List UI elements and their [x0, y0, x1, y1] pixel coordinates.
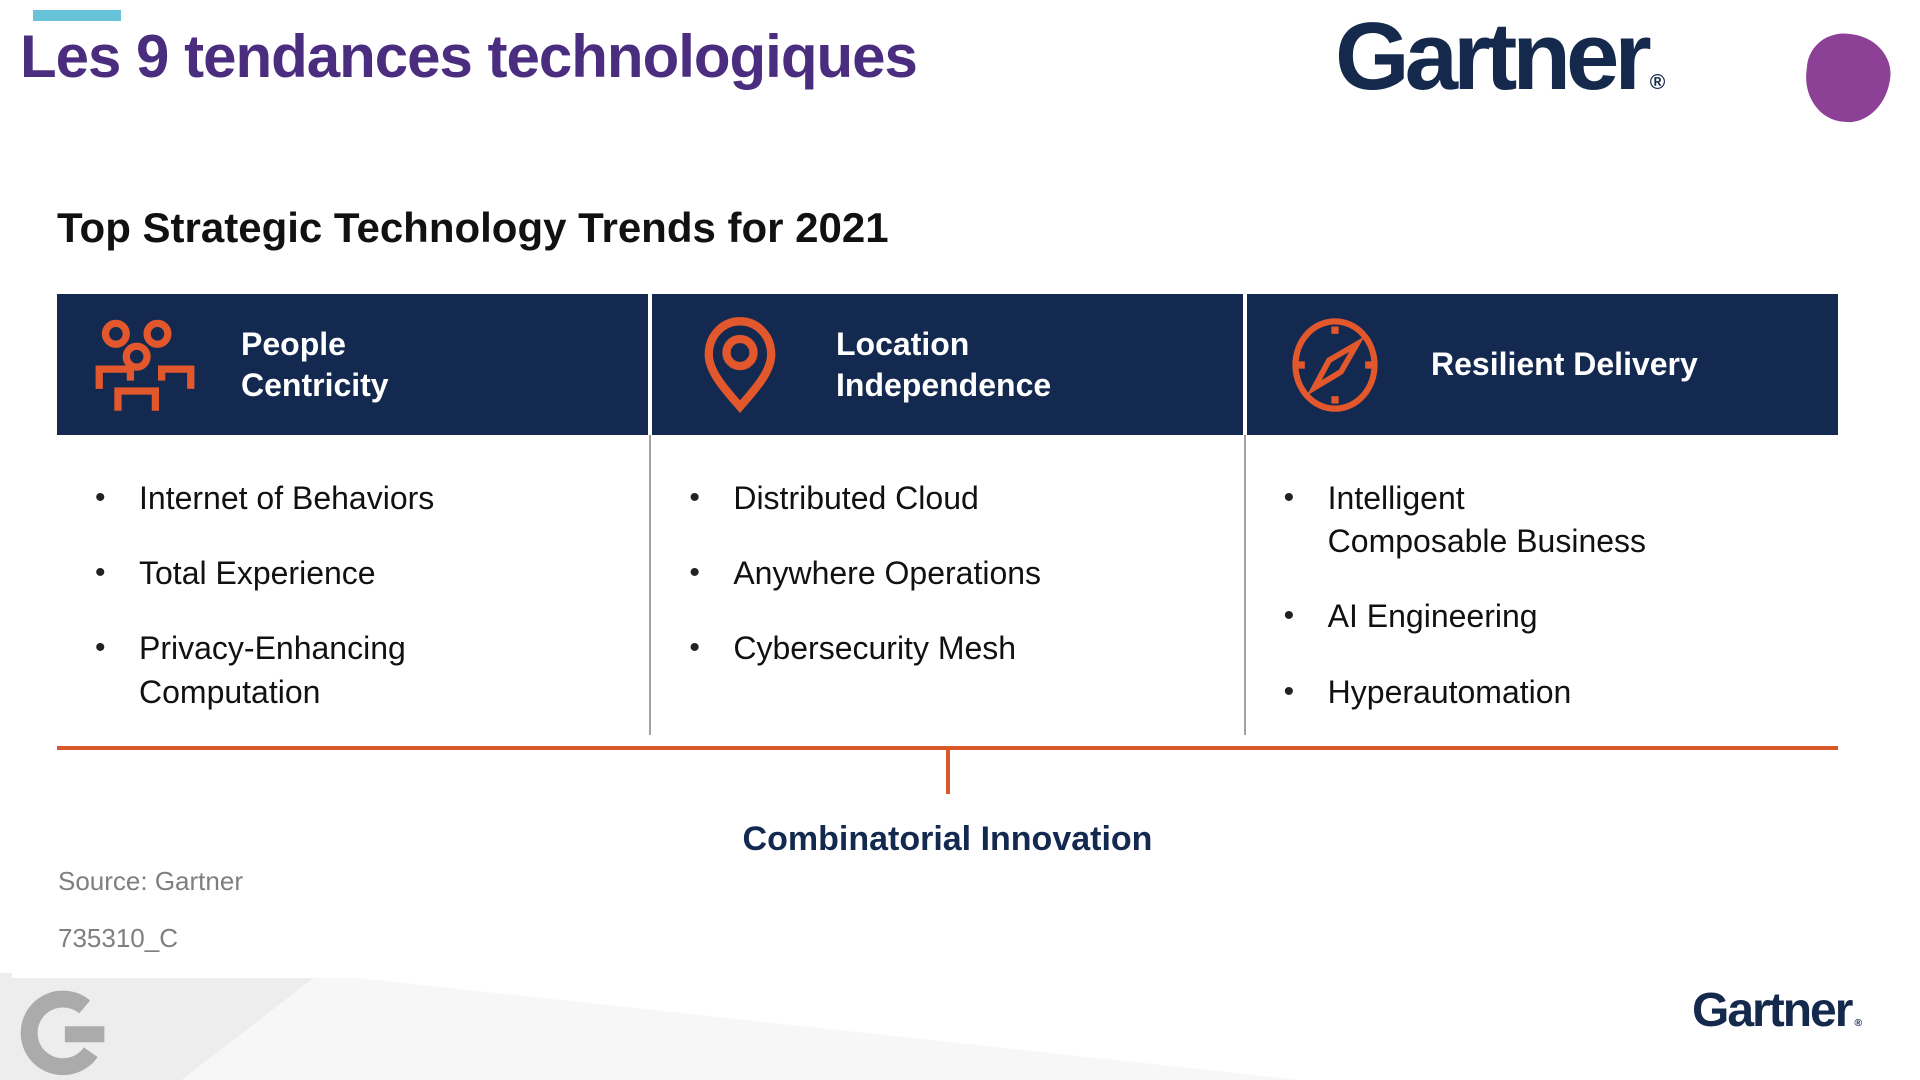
orange-rule: [57, 746, 1838, 750]
trend-item-text: Cybersecurity Mesh: [733, 630, 1017, 667]
column-header-label: Location Independence: [836, 325, 1052, 403]
bullet-marker: •: [689, 481, 700, 514]
gartner-logo-top: Gartner ®: [1335, 2, 1665, 112]
bullet-marker: •: [689, 631, 700, 665]
slide-title: Les 9 tendances technologiques: [20, 23, 918, 90]
teal-accent-bar: [33, 10, 121, 21]
trend-item-text: Anywhere Operations: [733, 555, 1042, 592]
trend-item: • Privacy-Enhancing Computation: [91, 627, 649, 713]
trend-item-text: Internet of Behaviors: [139, 480, 435, 516]
gartner-wordmark: Gartner: [1692, 984, 1853, 1037]
trend-item-text: AI Engineering: [1327, 598, 1538, 635]
trend-item-text: Intelligent Composable Business: [1327, 480, 1647, 560]
source-note: Source: Gartner: [58, 866, 243, 896]
trend-item: • Intelligent Composable Business: [1280, 477, 1838, 563]
trends-table: People Centricity Location Independence: [57, 294, 1838, 735]
trend-item-text: Hyperautomation: [1327, 673, 1572, 710]
trend-list-people-centricity: • Internet of Behaviors • Total Experien…: [57, 435, 652, 735]
registered-mark: ®: [1854, 1017, 1862, 1029]
trend-item: • Hyperautomation: [1280, 671, 1838, 714]
trend-item: • Anywhere Operations: [685, 552, 1243, 595]
registered-mark: ®: [1649, 71, 1665, 94]
column-header-location-independence: Location Independence: [652, 294, 1243, 435]
trend-item: • Distributed Cloud: [685, 477, 1243, 520]
trend-item: • Internet of Behaviors: [91, 477, 649, 520]
connector-label: Combinatorial Innovation: [742, 820, 1153, 858]
bullet-marker: •: [1283, 599, 1295, 633]
table-header-row: People Centricity Location Independence: [57, 294, 1838, 435]
column-header-resilient-delivery: Resilient Delivery: [1247, 294, 1838, 435]
bullet-marker: •: [95, 631, 106, 665]
figure-card: Top Strategic Technology Trends for 2021…: [12, 188, 1850, 978]
combinatorial-connector: Combinatorial Innovation: [57, 746, 1838, 859]
bullet-marker: •: [1283, 481, 1295, 514]
purple-dot-decoration: [1801, 29, 1895, 127]
trend-item: • Cybersecurity Mesh: [685, 627, 1243, 670]
document-id: 735310_C: [58, 923, 178, 953]
column-header-label: People Centricity: [241, 325, 389, 403]
bullet-marker: •: [95, 481, 106, 514]
column-header-label: Resilient Delivery: [1431, 346, 1698, 383]
bullet-marker: •: [95, 556, 106, 590]
gartner-wordmark: Gartner: [1335, 3, 1652, 110]
table-body: • Internet of Behaviors • Total Experien…: [57, 435, 1838, 735]
trend-list-location-independence: • Distributed Cloud • Anywhere Operation…: [651, 435, 1246, 735]
trend-item-text: Privacy-Enhancing Computation: [139, 630, 406, 710]
bullet-marker: •: [689, 556, 700, 590]
gartner-logo-bottom: Gartner ®: [1692, 983, 1862, 1038]
people-group-icon: [95, 319, 195, 411]
column-header-people-centricity: People Centricity: [57, 294, 648, 435]
trend-item-text: Total Experience: [139, 555, 376, 592]
center-tick: [945, 750, 950, 794]
trend-item: • Total Experience: [91, 552, 649, 595]
location-pin-icon: [704, 316, 776, 413]
trend-list-resilient-delivery: • Intelligent Composable Business • AI E…: [1246, 435, 1838, 735]
trend-item-text: Distributed Cloud: [733, 480, 979, 516]
trend-item: • AI Engineering: [1280, 595, 1838, 638]
bullet-marker: •: [1283, 674, 1295, 708]
figure-title: Top Strategic Technology Trends for 2021: [57, 204, 889, 251]
compass-icon: [1292, 317, 1378, 412]
gartner-g-watermark-icon: [20, 990, 105, 1076]
